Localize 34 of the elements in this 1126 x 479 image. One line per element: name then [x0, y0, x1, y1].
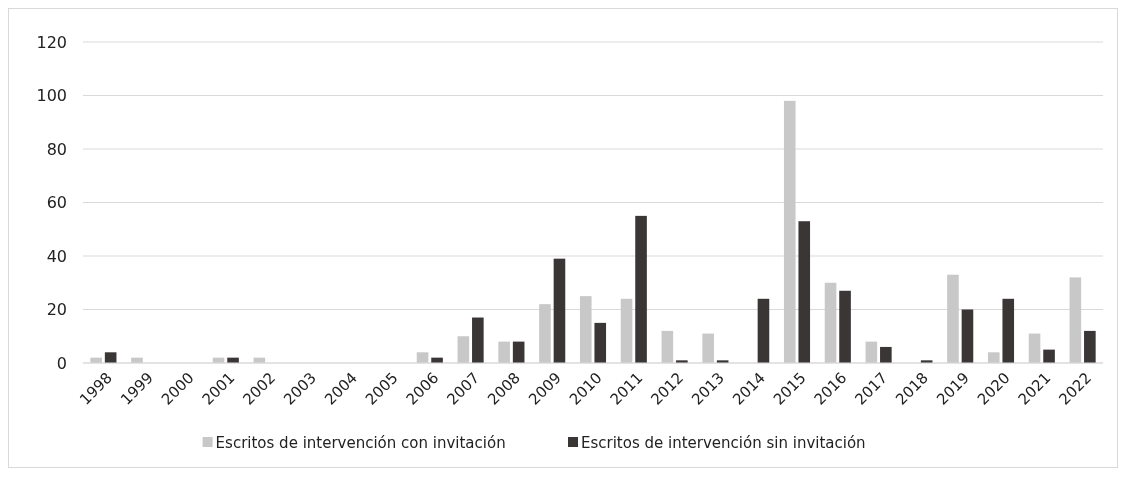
bar [880, 346, 892, 363]
legend-label: Escritos de intervención con invitación [215, 434, 506, 453]
bar [839, 290, 851, 363]
y-tick-label: 40 [46, 246, 67, 266]
bar [798, 221, 811, 363]
bar [472, 317, 484, 363]
bar [702, 333, 714, 363]
bar [579, 296, 592, 363]
y-tick-label: 100 [36, 86, 67, 106]
bar [594, 322, 607, 363]
bar [1002, 298, 1015, 363]
bar [961, 309, 974, 363]
bar [783, 100, 796, 363]
bar [498, 341, 510, 363]
bar [1069, 277, 1082, 363]
bar [1084, 330, 1096, 363]
bar [539, 304, 551, 363]
bar [553, 258, 566, 363]
y-tick-label: 20 [46, 300, 67, 320]
y-tick-label: 60 [46, 193, 67, 213]
bar [1043, 349, 1055, 363]
bar [635, 215, 647, 363]
bar [757, 298, 770, 363]
bar [661, 330, 674, 363]
bar [824, 282, 837, 363]
bar [457, 336, 470, 363]
bar [987, 352, 1000, 363]
y-tick-label: 120 [36, 32, 67, 52]
y-tick-label: 0 [56, 353, 67, 373]
bar [620, 298, 633, 363]
y-tick-label: 80 [46, 139, 67, 159]
legend-label: Escritos de intervención sin invitación [581, 434, 866, 453]
bar [947, 274, 959, 363]
bar [1028, 333, 1041, 363]
